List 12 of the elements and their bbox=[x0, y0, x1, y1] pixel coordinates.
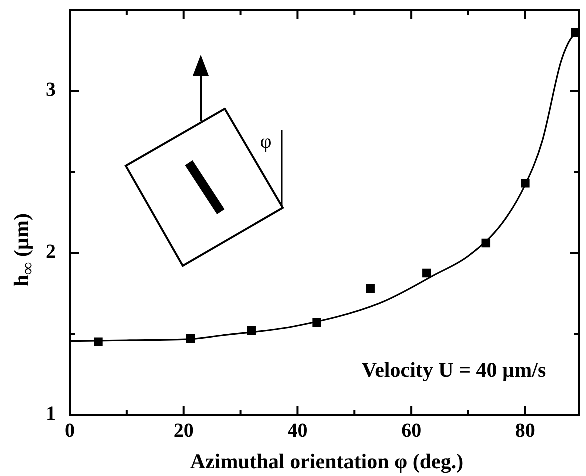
x-tick-label: 80 bbox=[515, 420, 536, 442]
x-tick-label: 40 bbox=[288, 420, 308, 442]
annotation: Velocity U = 40 µm/s bbox=[362, 358, 546, 382]
y-tick-label: 2 bbox=[46, 241, 56, 264]
rotated-square-diagram: φ bbox=[124, 55, 284, 268]
x-axis-title: Azimuthal orientation φ (deg.) bbox=[190, 450, 464, 474]
x-tick-label: 60 bbox=[402, 420, 422, 442]
annotation: φ bbox=[260, 131, 272, 153]
y-tick-label: 1 bbox=[46, 403, 56, 426]
y-tick-label: 3 bbox=[46, 79, 56, 102]
x-tick-label: 0 bbox=[65, 420, 75, 442]
x-tick-label: 20 bbox=[174, 420, 194, 442]
